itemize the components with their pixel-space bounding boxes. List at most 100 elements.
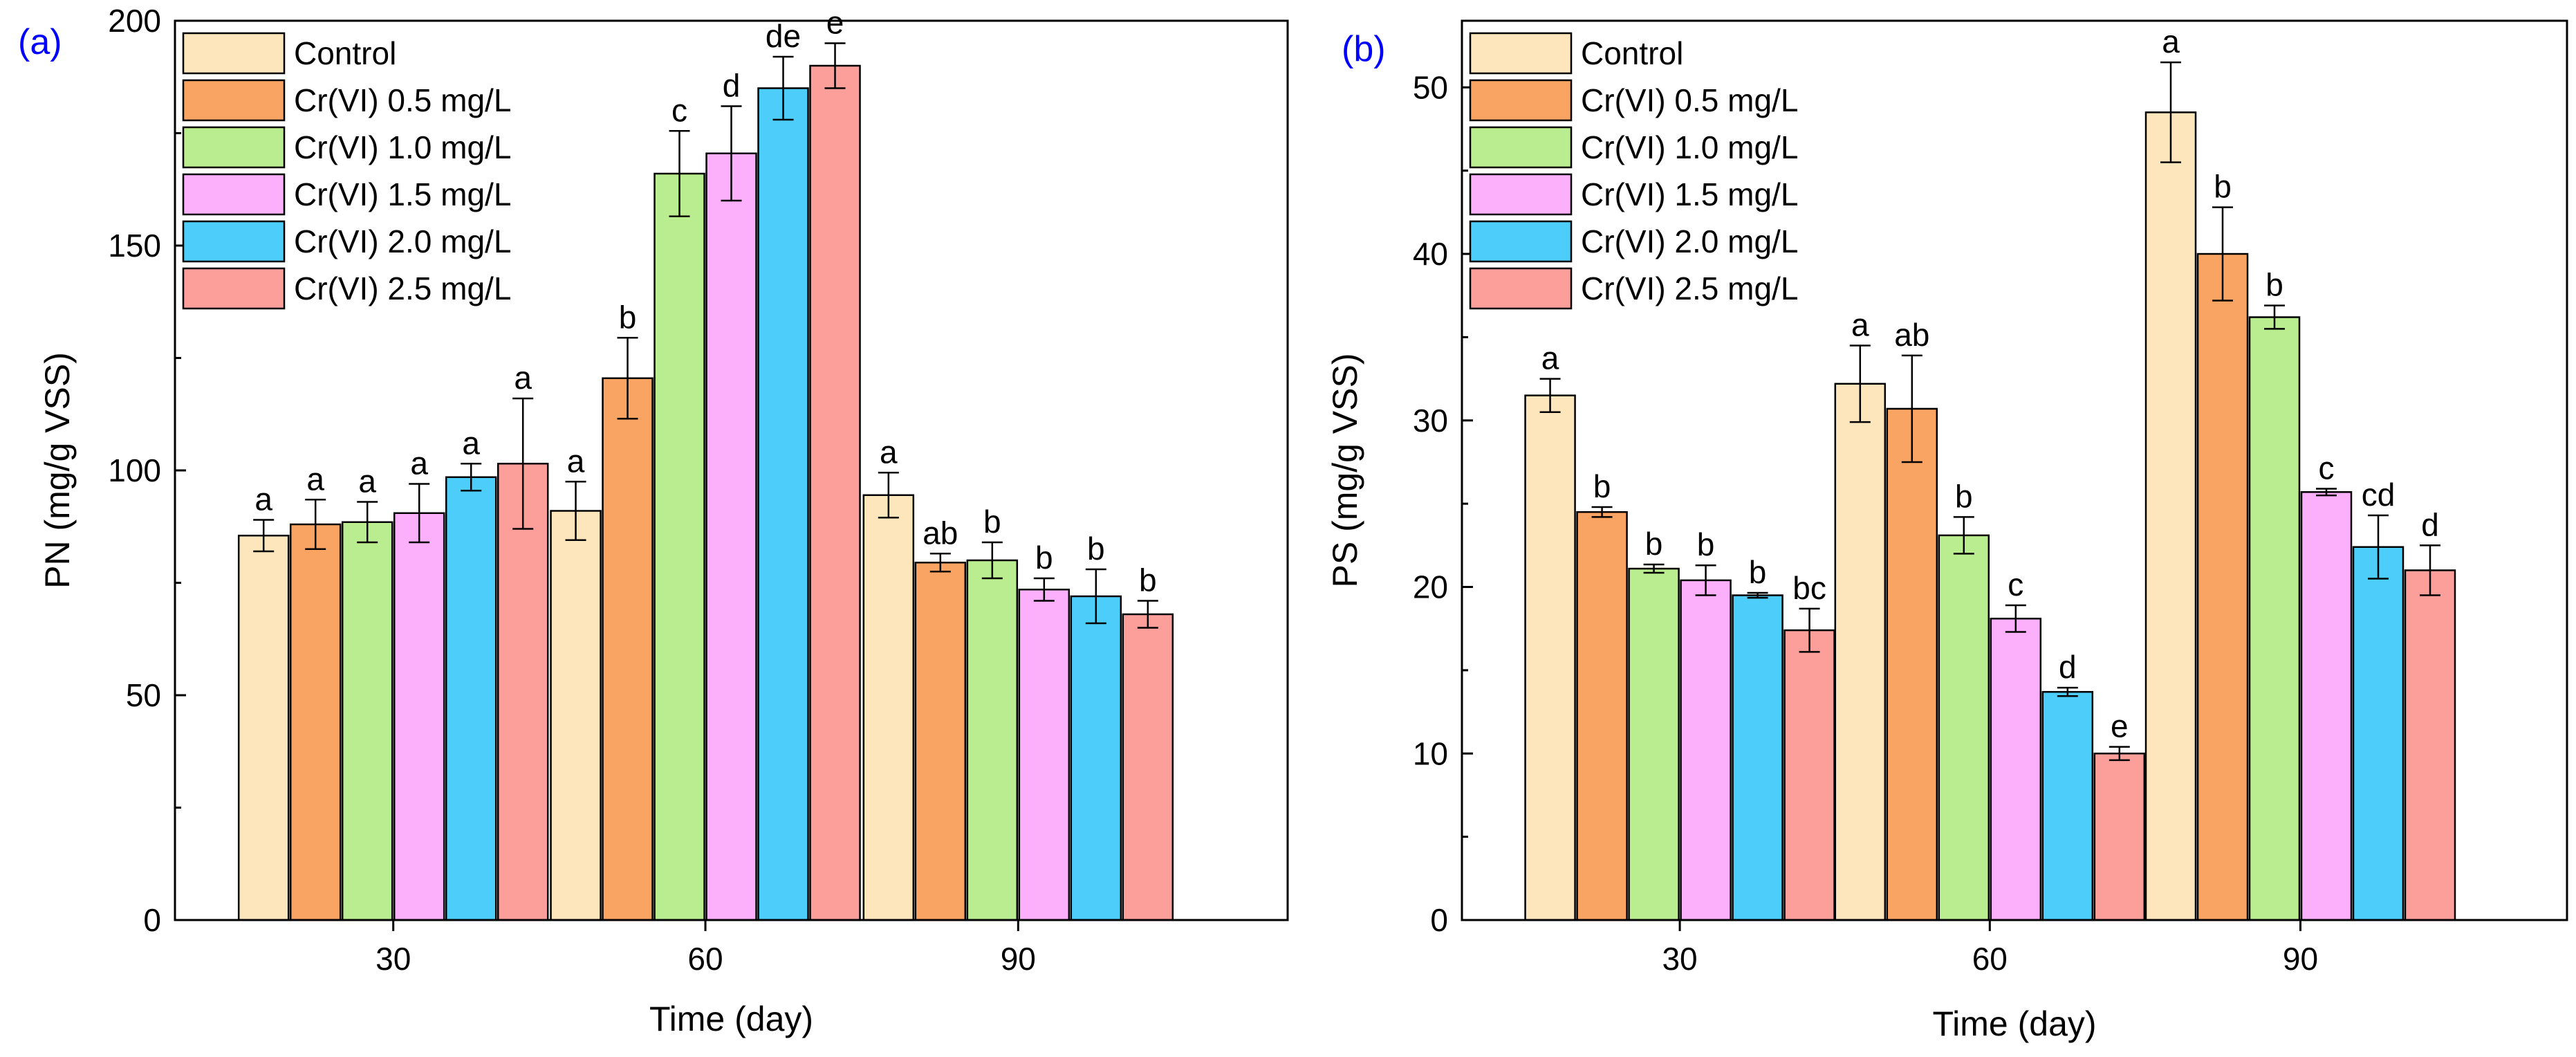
legend-label: Control — [294, 35, 396, 71]
y-tick-label: 30 — [1413, 403, 1448, 439]
bar — [2404, 569, 2456, 921]
significance-letter: b — [2214, 169, 2232, 205]
significance-letter: b — [1139, 562, 1157, 598]
bar — [445, 476, 497, 921]
y-axis: 0 50 100 150 200 — [108, 3, 186, 938]
legend-swatch — [1469, 32, 1573, 75]
x-tick-label: 90 — [1001, 941, 1036, 977]
bar — [1834, 383, 1887, 921]
legend-swatch — [182, 173, 286, 216]
bar — [237, 535, 290, 921]
bar — [1732, 594, 1783, 921]
legend: Control Cr(VI) 0.5 mg/L Cr(VI) 1.0 mg/L Cr(… — [182, 32, 511, 310]
legend-swatch — [1469, 267, 1573, 310]
bar — [1990, 618, 2042, 921]
significance-letter: b — [1035, 540, 1053, 576]
significance-letter: c — [671, 92, 687, 128]
bar — [2041, 690, 2094, 921]
legend-label: Cr(VI) 1.5 mg/L — [1581, 176, 1798, 212]
legend-label: Cr(VI) 0.5 mg/L — [294, 82, 511, 118]
bar — [1628, 567, 1680, 921]
legend-swatch — [182, 126, 286, 169]
significance-letter: cd — [2362, 477, 2396, 513]
bar — [2352, 546, 2404, 921]
significance-letter: b — [619, 299, 637, 335]
legend-swatch — [1469, 79, 1573, 122]
bar — [2196, 252, 2249, 921]
y-axis: 0 10 20 30 40 50 — [1413, 69, 1473, 938]
legend-swatch — [182, 267, 286, 310]
legend-label: Cr(VI) 2.0 mg/L — [1581, 223, 1798, 259]
significance-letter: b — [1749, 554, 1767, 590]
bar — [1886, 407, 1938, 921]
legend-label: Cr(VI) 1.5 mg/L — [294, 176, 511, 212]
bar — [2093, 753, 2146, 921]
significance-letter: ab — [1894, 317, 1929, 353]
x-axis-title: Time (day) — [1932, 1004, 2096, 1043]
significance-letter: a — [254, 481, 272, 517]
panel-label: (b) — [1342, 29, 1386, 69]
panel-label: (a) — [18, 22, 62, 62]
x-axis: 30 60 90 — [1662, 920, 2318, 977]
y-tick-label: 0 — [143, 902, 161, 938]
significance-letter: a — [880, 434, 898, 470]
y-axis-title: PS (mg/g VSS) — [1326, 353, 1364, 588]
y-tick-label: 50 — [126, 677, 161, 713]
bar — [966, 559, 1019, 921]
y-tick-label: 200 — [108, 3, 161, 39]
bar — [341, 521, 393, 921]
significance-letter: e — [2111, 708, 2129, 744]
significance-letter: e — [826, 5, 844, 41]
significance-letter: b — [1087, 531, 1105, 567]
legend-swatch — [1469, 173, 1573, 216]
y-tick-label: 150 — [108, 228, 161, 264]
x-tick-label: 90 — [2283, 941, 2318, 977]
bar — [393, 512, 445, 921]
legend-swatch — [182, 79, 286, 122]
y-tick-label: 40 — [1413, 236, 1448, 272]
significance-letter: a — [358, 463, 376, 499]
bar — [289, 523, 342, 921]
bar — [2300, 491, 2353, 921]
significance-letter: c — [2319, 450, 2335, 486]
bar — [550, 510, 602, 921]
significance-letter: a — [306, 461, 324, 497]
bar — [809, 64, 861, 921]
significance-letter: b — [2265, 267, 2283, 303]
legend-label: Cr(VI) 2.0 mg/L — [294, 223, 511, 259]
bar — [1783, 629, 1835, 921]
legend-swatch — [1469, 126, 1573, 169]
x-tick-label: 30 — [376, 941, 411, 977]
significance-letter: a — [514, 360, 532, 396]
significance-letter: a — [462, 425, 480, 461]
bar — [914, 562, 967, 921]
significance-letter: b — [983, 504, 1001, 540]
x-tick-label: 60 — [1972, 941, 2008, 977]
bar — [1938, 534, 1990, 921]
plot-frame — [1461, 19, 2568, 921]
x-tick-label: 30 — [1662, 941, 1697, 977]
y-tick-label: 50 — [1413, 69, 1448, 105]
x-axis: 30 60 90 — [376, 920, 1036, 977]
y-axis-title: PN (mg/g VSS) — [38, 352, 77, 589]
legend-label: Cr(VI) 2.5 mg/L — [294, 270, 511, 306]
bar — [1576, 511, 1628, 921]
bar — [1680, 579, 1732, 921]
significance-letter: ab — [923, 515, 958, 551]
bar — [497, 463, 549, 921]
legend-label: Cr(VI) 2.5 mg/L — [1581, 270, 1798, 306]
significance-letter: a — [410, 445, 428, 481]
y-tick-label: 0 — [1430, 902, 1448, 938]
bar — [602, 377, 654, 921]
significance-letter: b — [1955, 478, 1973, 514]
bar — [705, 152, 757, 921]
y-tick-label: 20 — [1413, 569, 1448, 605]
significance-letter: b — [1697, 526, 1715, 562]
significance-letter: b — [1645, 526, 1663, 562]
significance-letter: de — [766, 18, 801, 54]
bar — [1018, 589, 1071, 921]
